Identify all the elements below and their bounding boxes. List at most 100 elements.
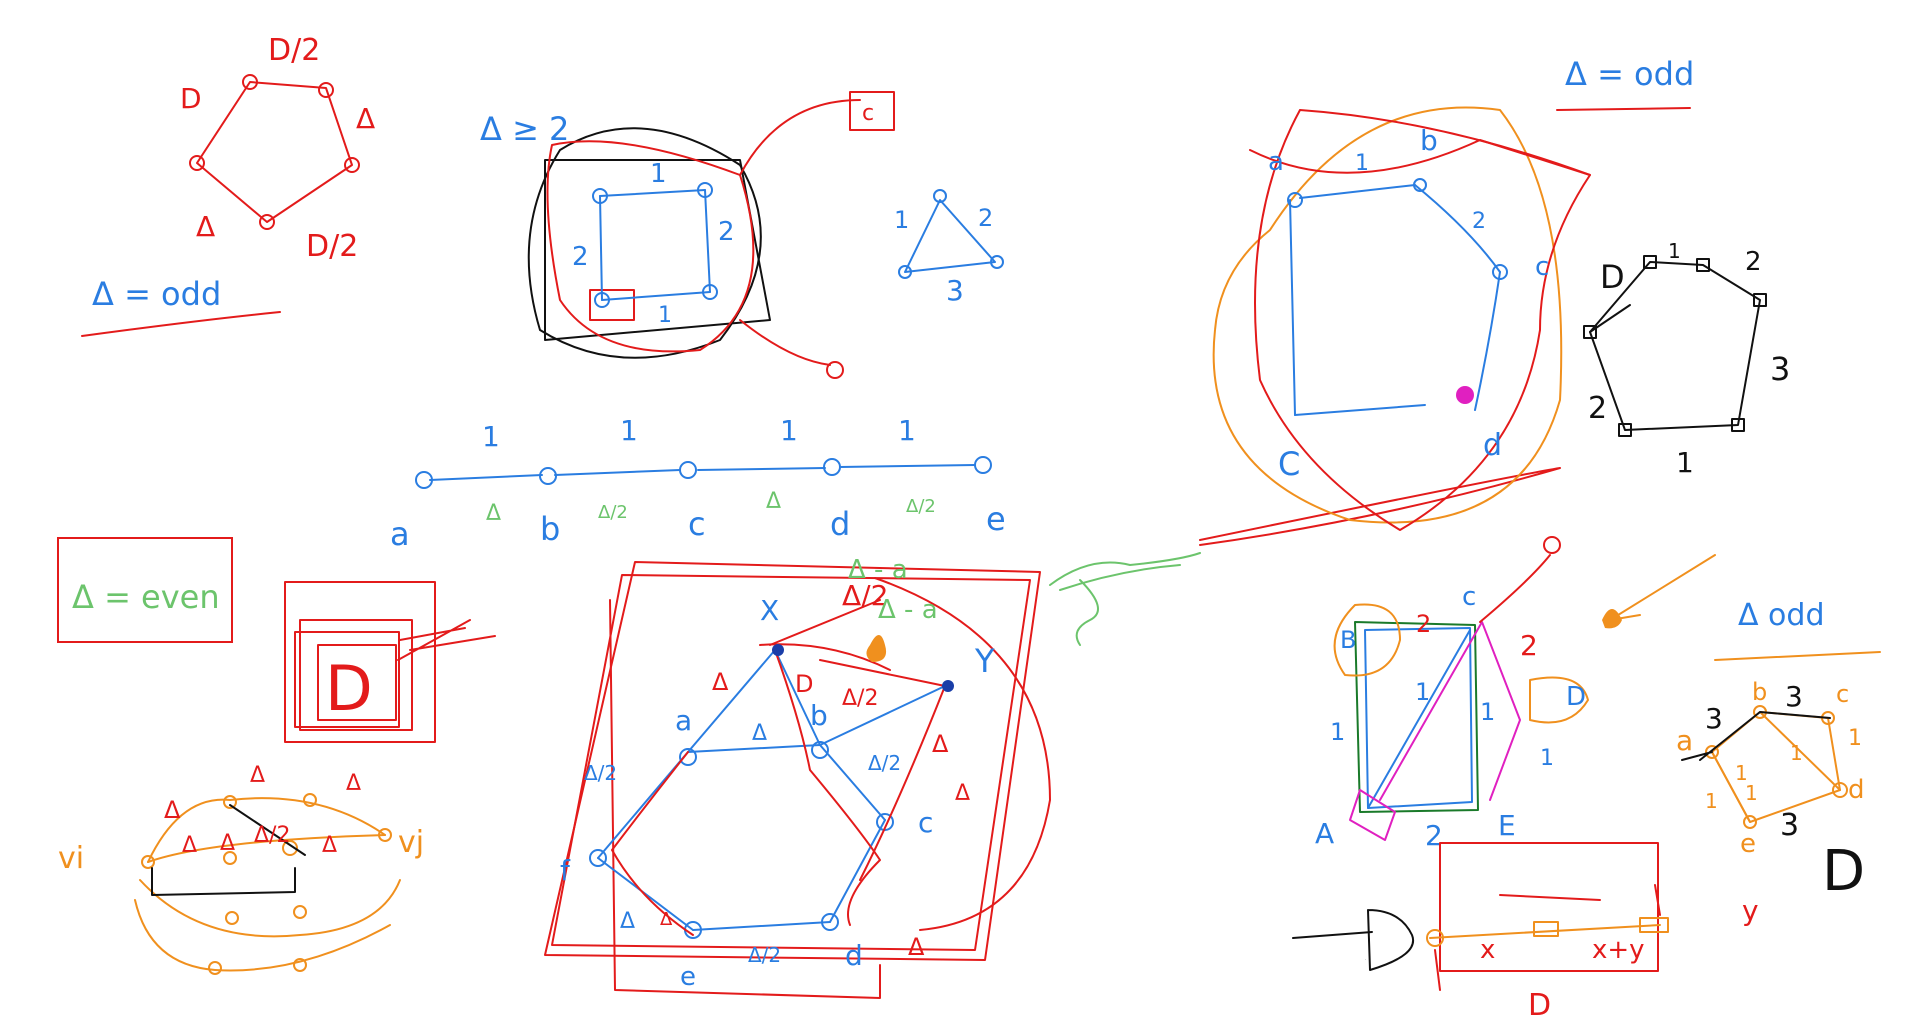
br-1d: 1 [1540,746,1554,771]
big-r1: Δ [932,730,949,758]
br-2c: 2 [1425,819,1443,852]
ord-black-edges [1681,711,1831,761]
tri-weight-3: 3 [946,274,964,307]
condition-delta-odd-3: Δ odd [1738,598,1825,633]
hex-3: 3 [1770,350,1790,388]
tr-b: b [1420,124,1438,157]
orange-cycle [134,793,401,975]
big-graph-edges [589,649,946,939]
even-D: D [325,652,373,725]
xy-box [1292,842,1669,991]
orange-flame-2 [1602,609,1622,629]
ord-c: c [1836,680,1849,708]
ov-top2: Δ [346,771,361,796]
square-graph [527,91,895,379]
tr-c: c [1535,252,1549,282]
tr-a: a [1268,147,1284,177]
big-green-top: Δ - a [848,555,908,585]
tr-2: 2 [1472,209,1486,234]
ord-1e: 1 [1745,781,1758,805]
ov-m3: Δ [322,833,337,858]
condition-delta-odd-2: Δ = odd [1565,55,1694,93]
path-w2: 1 [620,414,638,447]
big-dpa: D [795,670,813,698]
hex-2b: 2 [1588,391,1607,426]
path-node-e: e [986,500,1006,538]
hex-1: 1 [1668,239,1681,263]
pentagon-sketch [81,74,360,337]
scribbled-squares [284,581,496,743]
label-vi: vi [58,841,84,876]
tr-underline [1556,107,1691,111]
path-w1: 1 [482,420,500,453]
sq-weight-right: 2 [718,217,735,247]
big-label-x: X [760,594,779,627]
ov-top1: Δ [250,763,265,788]
br-xy: x+y [1592,935,1645,965]
path-node-b: b [540,510,560,548]
ord-a: a [1676,724,1693,757]
path-node-a: a [390,515,410,553]
green-squiggle [1049,552,1201,646]
label-delta-right: Δ [356,102,375,135]
condition-delta-odd-1: Δ = odd [92,275,221,313]
delta-even-label: Δ = even [72,578,220,616]
big-green: Δ - a [878,595,938,625]
br-2b: 2 [1520,629,1538,662]
br-E: E [1498,809,1516,842]
delta-even-box [57,537,233,643]
path-w3: 1 [780,414,798,447]
big-node-e: e [680,962,696,992]
label-delta-left: Δ [196,210,215,243]
big-d2: Δ [752,721,767,746]
ov-l: Δ [164,796,181,824]
tr-1: 1 [1355,151,1369,176]
label-vj: vj [398,825,424,860]
label-d2-bottom: D/2 [306,229,358,264]
big-r3: Δ [908,933,925,961]
black-polygon [1583,255,1767,437]
br-D2: D [1528,988,1551,1019]
ord-graph [1705,705,1848,829]
hex-D: D [1600,258,1625,296]
big-d6: Δ/2 [748,943,781,967]
ord-3c: 3 [1780,808,1799,843]
big-r2: Δ [955,781,970,806]
br-1a: 1 [1330,718,1345,746]
hex-2: 2 [1745,247,1762,277]
small-triangle [898,189,1004,279]
black-bracket [151,804,306,896]
path-node-d: d [830,505,850,543]
sq-weight-top: 1 [650,159,667,189]
br-c: c [1462,582,1476,612]
ord-1d: 1 [1705,789,1718,813]
sq-node-label: c [862,101,874,126]
ov-m2: Δ [220,831,235,856]
big-label-y: Y [974,642,995,680]
path-g4: Δ/2 [906,496,936,517]
big-d1: Δ [712,668,729,696]
br-x: x [1480,935,1495,965]
br-2a: 2 [1416,610,1431,638]
big-d5: Δ [620,909,635,934]
path-g3: Δ [766,489,781,514]
tri-weight-1: 1 [894,206,909,234]
ord-d: d [1848,775,1865,805]
node-x [772,644,784,656]
magenta-dot [1456,386,1474,404]
big-node-a: a [675,704,692,737]
tri-weight-2: 2 [978,204,993,232]
big-top-delta2: Δ/2 [842,579,888,612]
big-d3: Δ/2 [584,761,617,785]
big-d7: Δ [660,909,673,930]
br-A: A [1315,817,1334,850]
tr-loops [1212,106,1591,531]
tr-graph [1287,178,1508,416]
ord-y: y [1742,894,1759,927]
ov-m1: Δ [182,833,197,858]
node-y [942,680,954,692]
label-d-left: D [180,82,202,115]
big-node-d: d [845,939,863,972]
tr-d: d [1483,428,1502,463]
